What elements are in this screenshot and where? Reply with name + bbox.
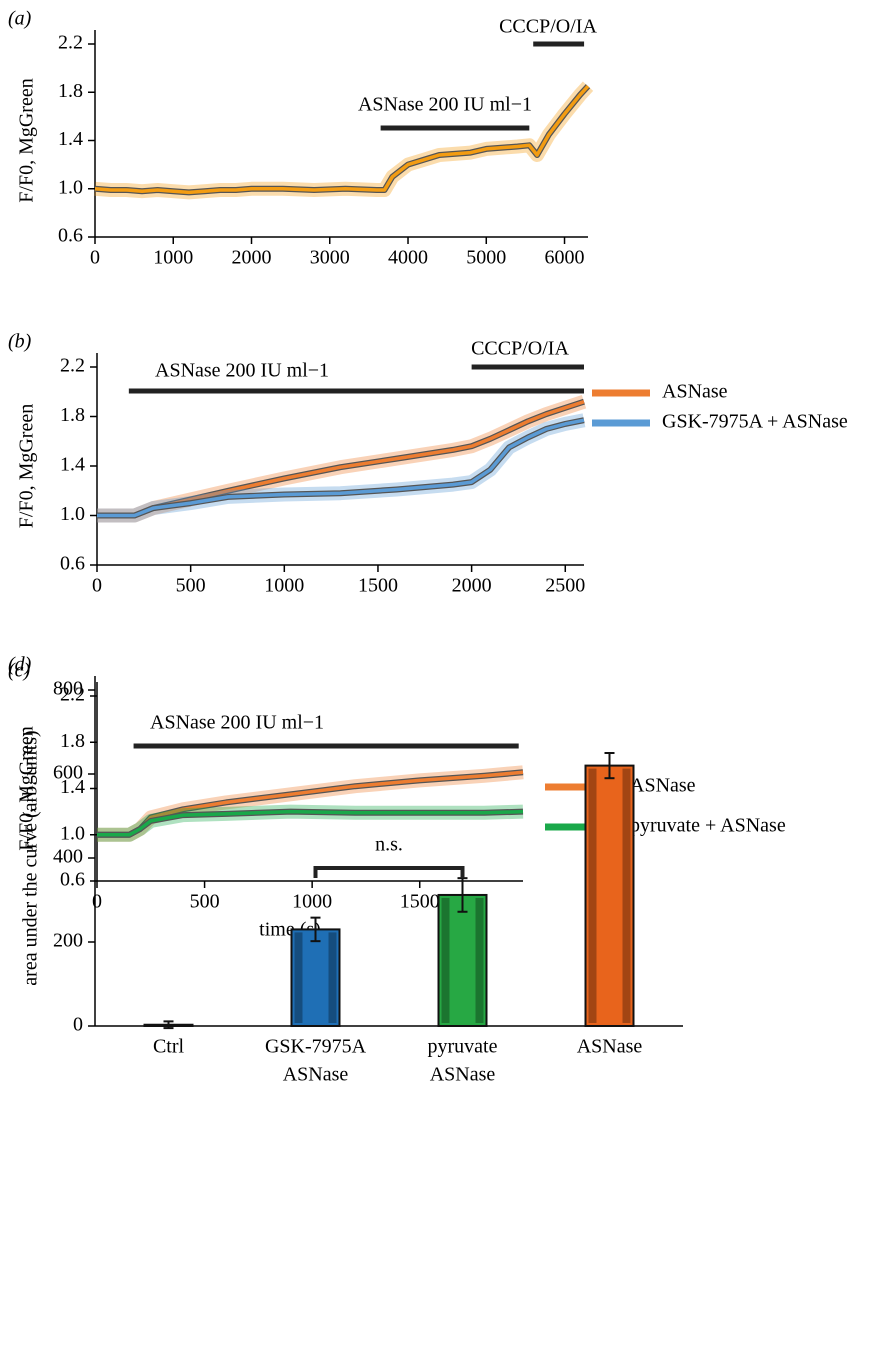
bar-shade (294, 932, 303, 1023)
y-tick-label: 0.6 (60, 553, 85, 575)
x-tick-label: 5000 (466, 247, 506, 269)
y-tick-label: 2.2 (58, 32, 83, 54)
significance-bracket (313, 866, 465, 878)
annotation-text: CCCP/O/IA (471, 338, 569, 360)
y-tick-label: 400 (53, 846, 83, 868)
x-tick-label: ASNase (430, 1064, 496, 1086)
x-tick-label: 1500 (400, 891, 440, 913)
bar-shade (441, 897, 450, 1023)
legend-label: pyruvate + ASNase (630, 815, 786, 837)
y-tick-label: 1.4 (60, 454, 85, 476)
line (97, 418, 585, 518)
y-tick-label: 600 (53, 762, 83, 784)
panel-label: (b) (8, 331, 32, 353)
x-tick-label: 2000 (232, 247, 272, 269)
y-tick-label: 1.0 (60, 503, 85, 525)
y-tick-label: 1.0 (58, 176, 83, 198)
panel-label: (a) (8, 8, 32, 30)
x-tick-label: 0 (90, 247, 100, 269)
x-tick-label: pyruvate (428, 1036, 498, 1058)
y-axis-label: F/F0, MgGreen (16, 404, 38, 528)
y-axis-label: area under the curve (arb. units) (20, 730, 42, 985)
annotation-text: ASNase 200 IU ml−1 (358, 94, 532, 116)
y-axis-label: F/F0, MgGreen (16, 726, 38, 850)
y-axis-label: F/F0, MgGreen (16, 78, 38, 202)
x-tick-label: 0 (92, 891, 102, 913)
bar-shade (475, 897, 484, 1023)
x-tick-label: 3000 (310, 247, 350, 269)
x-tick-label: 4000 (388, 247, 428, 269)
bar (437, 893, 488, 1028)
y-tick-label: 800 (53, 678, 83, 700)
annotation-text: CCCP/O/IA (499, 16, 597, 38)
x-tick-label: 6000 (545, 247, 585, 269)
x-tick-label: ASNase (283, 1064, 349, 1086)
y-tick-label: 0.6 (58, 225, 83, 247)
legend-label: ASNase (662, 381, 728, 403)
x-tick-label: 1000 (153, 247, 193, 269)
y-tick-label: 0 (73, 1014, 83, 1036)
x-tick-label: 1500 (358, 575, 398, 597)
y-tick-label: 200 (53, 930, 83, 952)
y-tick-label: 2.2 (60, 684, 85, 706)
x-tick-label: 500 (176, 575, 206, 597)
bar-shade (328, 932, 337, 1023)
y-tick-label: 1.0 (60, 822, 85, 844)
x-tick-label: 1000 (264, 575, 304, 597)
bar-shade (588, 768, 597, 1023)
y-tick-label: 0.6 (60, 869, 85, 891)
x-tick-label: GSK-7975A (265, 1036, 367, 1058)
x-tick-label: 500 (190, 891, 220, 913)
x-tick-label: Ctrl (153, 1036, 185, 1058)
bar (290, 928, 341, 1028)
line (97, 809, 524, 837)
x-tick-label: 0 (92, 575, 102, 597)
annotation-text: ASNase 200 IU ml−1 (155, 360, 329, 382)
panel-label: (d) (8, 654, 32, 676)
y-tick-label: 1.4 (60, 776, 85, 798)
x-tick-label: 2000 (452, 575, 492, 597)
y-tick-label: 1.8 (58, 80, 83, 102)
bar-shade (622, 768, 631, 1023)
y-tick-label: 2.2 (60, 355, 85, 377)
x-tick-label: 1000 (292, 891, 332, 913)
y-tick-label: 1.8 (60, 404, 85, 426)
line (94, 85, 590, 195)
annotation-text: ASNase 200 IU ml−1 (150, 712, 324, 734)
legend-label: GSK-7975A + ASNase (662, 411, 848, 433)
y-tick-label: 1.8 (60, 730, 85, 752)
x-tick-label: ASNase (577, 1036, 643, 1058)
significance-label: n.s. (375, 834, 403, 856)
panel-label: (c) (8, 660, 31, 682)
x-tick-label: 2500 (545, 575, 585, 597)
legend-label: ASNase (630, 775, 696, 797)
y-tick-label: 1.4 (58, 128, 83, 150)
